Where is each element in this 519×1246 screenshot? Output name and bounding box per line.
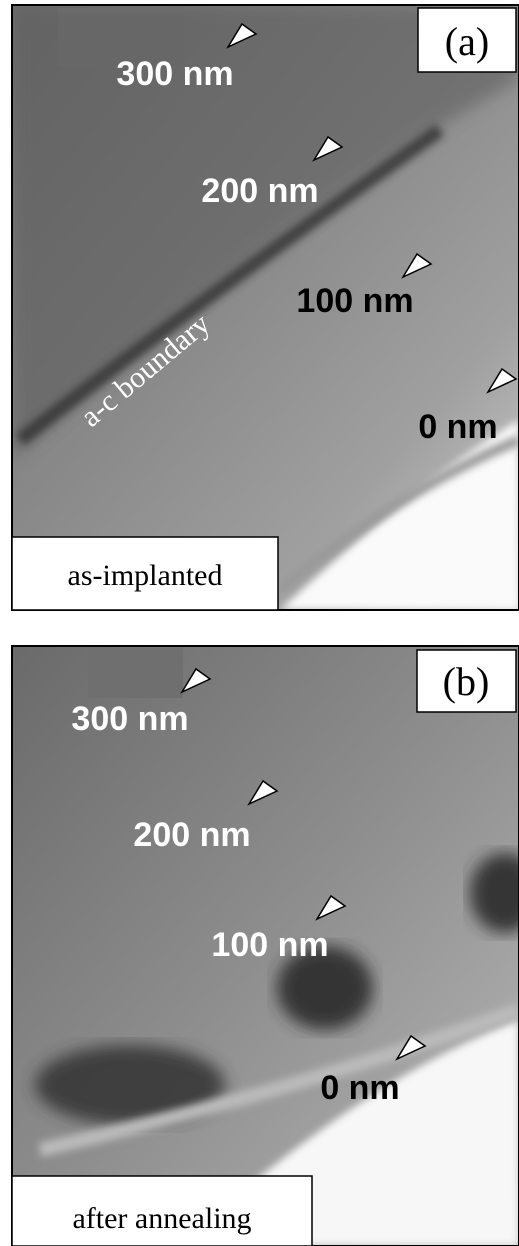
depth-marker: 300 nm bbox=[71, 700, 188, 738]
depth-marker: 0 nm bbox=[320, 1069, 399, 1107]
panel-caption: after annealing bbox=[72, 1202, 251, 1235]
micrograph-a bbox=[12, 5, 519, 610]
depth-marker: 200 nm bbox=[133, 816, 250, 854]
panel-label: (b) bbox=[443, 659, 490, 704]
figure: (a) as-implanted a-c boundary 300 nm 200… bbox=[0, 0, 519, 1246]
depth-marker: 200 nm bbox=[201, 172, 318, 210]
panel-label: (a) bbox=[445, 19, 489, 64]
panel-a: (a) as-implanted a-c boundary 300 nm 200… bbox=[12, 5, 519, 610]
depth-marker: 0 nm bbox=[418, 408, 497, 446]
panel-b: (b) after annealing 300 nm 200 nm 100 nm… bbox=[12, 646, 519, 1246]
depth-marker: 300 nm bbox=[116, 55, 233, 93]
depth-marker: 100 nm bbox=[296, 282, 413, 320]
panel-caption: as-implanted bbox=[68, 559, 223, 592]
depth-marker: 100 nm bbox=[211, 926, 328, 964]
